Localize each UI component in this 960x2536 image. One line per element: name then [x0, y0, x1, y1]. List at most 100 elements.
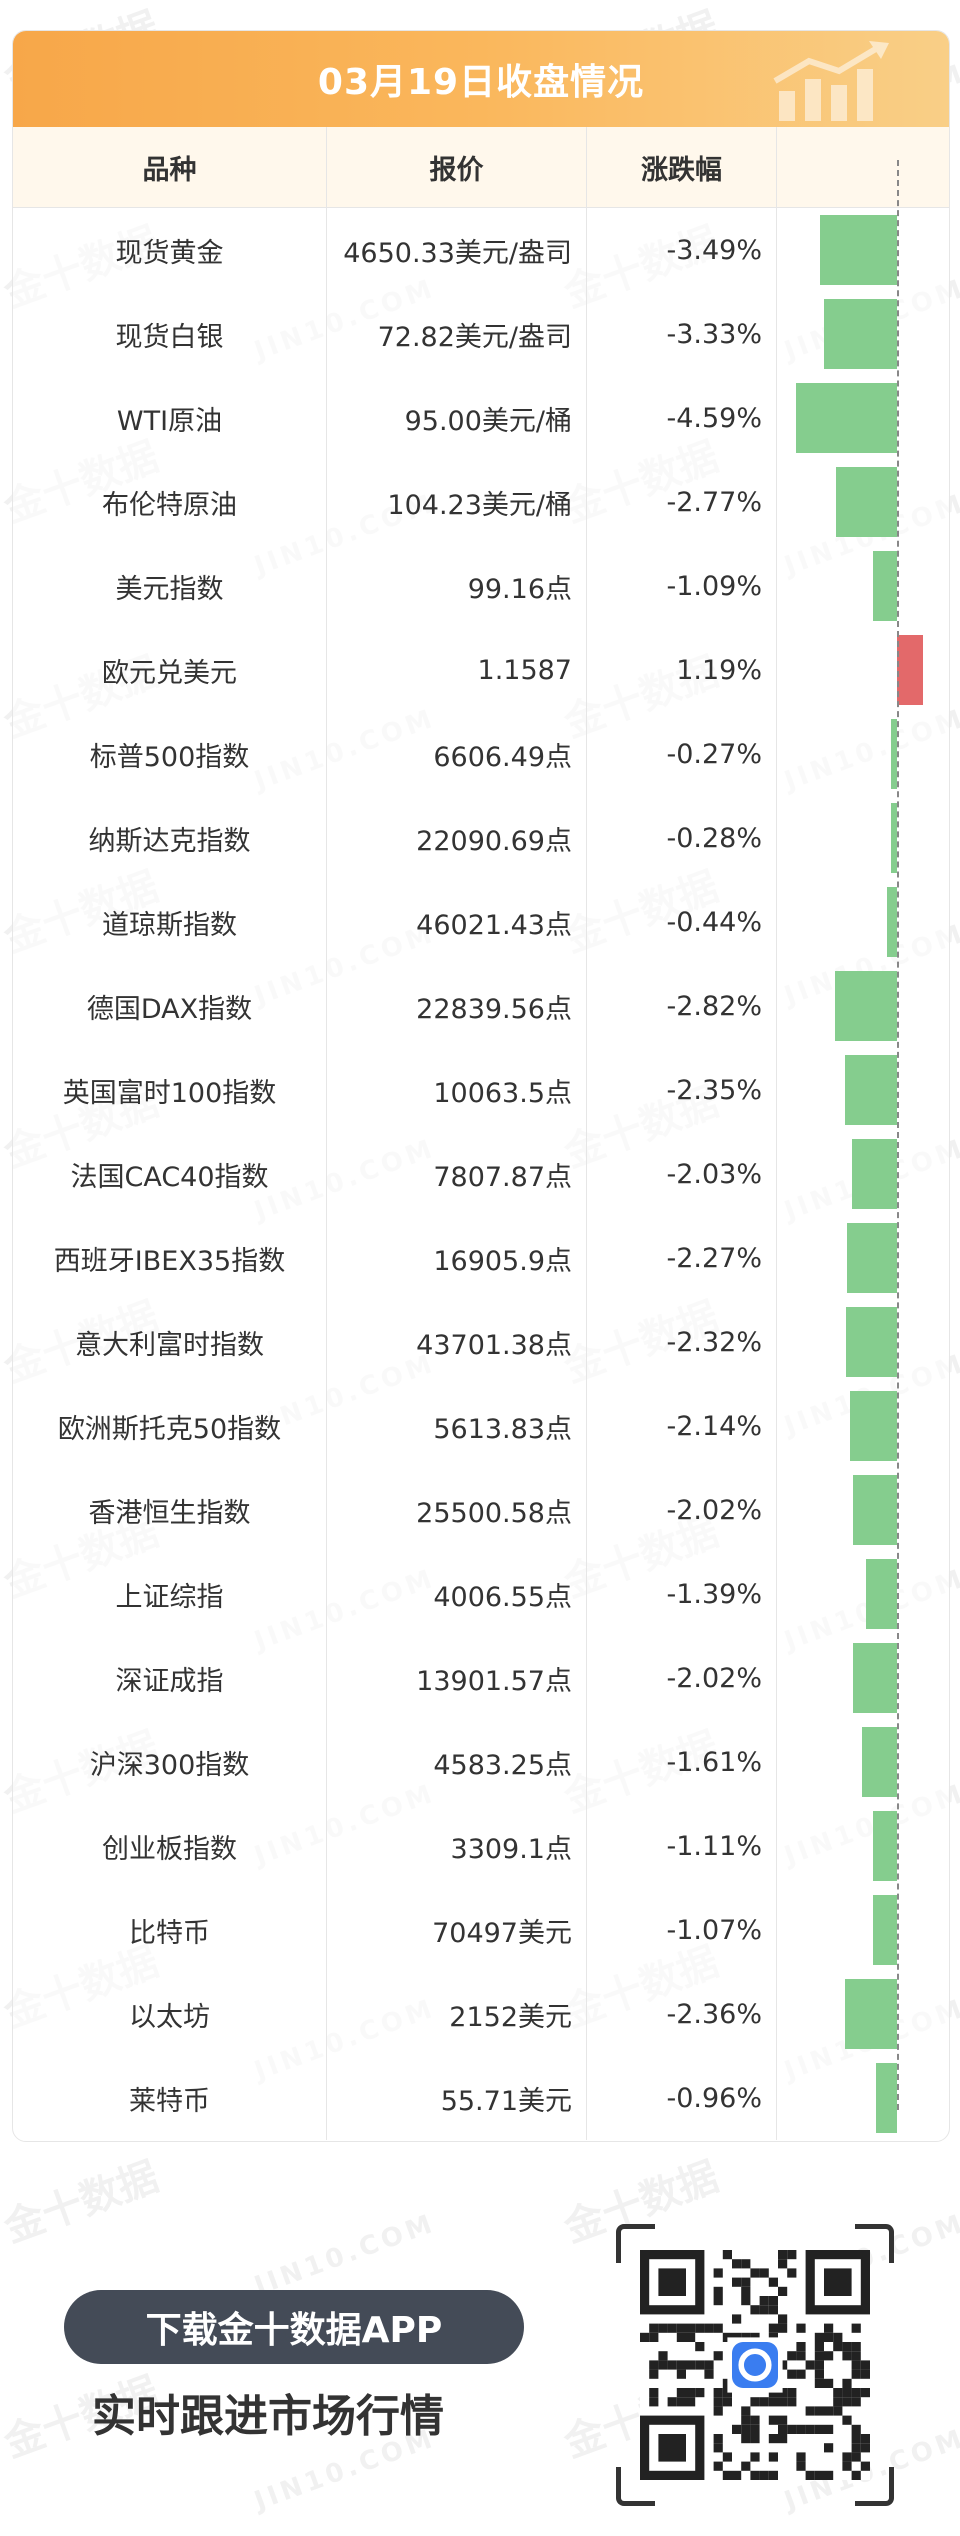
table-row: 美元指数 99.16点 -1.09% [13, 544, 949, 628]
change-bar-cell [777, 1636, 949, 1720]
instrument-name: 纳斯达克指数 [13, 796, 327, 880]
instrument-change: -2.32% [587, 1300, 777, 1384]
instrument-price: 16905.9点 [327, 1216, 587, 1300]
negative-change-bar [852, 1643, 897, 1713]
change-bar-cell [777, 880, 949, 964]
positive-change-bar [897, 635, 924, 705]
table-row: 以太坊 2152美元 -2.36% [13, 1972, 949, 2056]
instrument-name: 沪深300指数 [13, 1720, 327, 1804]
instrument-price: 43701.38点 [327, 1300, 587, 1384]
change-bar-cell [777, 208, 949, 292]
instrument-change: -1.11% [587, 1804, 777, 1888]
header-price: 报价 [327, 127, 587, 207]
instrument-name: 美元指数 [13, 544, 327, 628]
table-row: 纳斯达克指数 22090.69点 -0.28% [13, 796, 949, 880]
change-bar-cell [777, 1300, 949, 1384]
instrument-price: 1.1587 [327, 628, 587, 712]
trend-up-icon [773, 41, 889, 121]
header-name: 品种 [13, 127, 327, 207]
negative-change-bar [852, 1139, 897, 1209]
instrument-change: -3.49% [587, 208, 777, 292]
instrument-change: -1.07% [587, 1888, 777, 1972]
negative-change-bar [820, 215, 897, 285]
qr-code-icon[interactable] [640, 2250, 870, 2480]
instrument-price: 10063.5点 [327, 1048, 587, 1132]
table-row: 沪深300指数 4583.25点 -1.61% [13, 1720, 949, 1804]
download-app-button[interactable]: 下载金十数据APP [64, 2290, 524, 2364]
table-row: 道琼斯指数 46021.43点 -0.44% [13, 880, 949, 964]
change-bar-cell [777, 964, 949, 1048]
instrument-name: 比特币 [13, 1888, 327, 1972]
instrument-change: -3.33% [587, 292, 777, 376]
negative-change-bar [836, 467, 897, 537]
page-title: 03月19日收盘情况 [317, 62, 645, 103]
instrument-change: -2.36% [587, 1972, 777, 2056]
table-row: 现货黄金 4650.33美元/盎司 -3.49% [13, 208, 949, 292]
instrument-price: 22839.56点 [327, 964, 587, 1048]
change-bar-cell [777, 1804, 949, 1888]
instrument-price: 3309.1点 [327, 1804, 587, 1888]
negative-change-bar [847, 1223, 897, 1293]
table-row: 法国CAC40指数 7807.87点 -2.03% [13, 1132, 949, 1216]
change-bar-cell [777, 1048, 949, 1132]
change-bar-cell [777, 712, 949, 796]
instrument-price: 72.82美元/盎司 [327, 292, 587, 376]
change-bar-cell [777, 1972, 949, 2056]
table-row: 意大利富时指数 43701.38点 -2.32% [13, 1300, 949, 1384]
instrument-name: 以太坊 [13, 1972, 327, 2056]
change-bar-cell [777, 1384, 949, 1468]
instrument-price: 4583.25点 [327, 1720, 587, 1804]
qr-corner [855, 2467, 894, 2506]
negative-change-bar [872, 1811, 897, 1881]
table-row: 深证成指 13901.57点 -2.02% [13, 1636, 949, 1720]
change-bar-cell [777, 628, 949, 712]
instrument-price: 95.00美元/桶 [327, 376, 587, 460]
instrument-change: -0.96% [587, 2056, 777, 2140]
table-row: 德国DAX指数 22839.56点 -2.82% [13, 964, 949, 1048]
instrument-change: -2.35% [587, 1048, 777, 1132]
instrument-price: 99.16点 [327, 544, 587, 628]
table-row: 上证综指 4006.55点 -1.39% [13, 1552, 949, 1636]
instrument-price: 4006.55点 [327, 1552, 587, 1636]
change-bar-cell [777, 460, 949, 544]
bar-zero-line [897, 160, 899, 2110]
instrument-name: 香港恒生指数 [13, 1468, 327, 1552]
table-row: 布伦特原油 104.23美元/桶 -2.77% [13, 460, 949, 544]
table-row: 欧洲斯托克50指数 5613.83点 -2.14% [13, 1384, 949, 1468]
negative-change-bar [845, 1055, 897, 1125]
negative-change-bar [890, 803, 897, 873]
change-bar-cell [777, 1720, 949, 1804]
change-bar-cell [777, 1132, 949, 1216]
table-row: 香港恒生指数 25500.58点 -2.02% [13, 1468, 949, 1552]
qr-code-frame [616, 2224, 894, 2506]
instrument-change: -1.39% [587, 1552, 777, 1636]
instrument-change: -2.02% [587, 1636, 777, 1720]
table-row: 现货白银 72.82美元/盎司 -3.33% [13, 292, 949, 376]
negative-change-bar [866, 1559, 897, 1629]
watermark-text: 金十数据 [0, 2153, 165, 2252]
instrument-name: 现货黄金 [13, 208, 327, 292]
instrument-price: 25500.58点 [327, 1468, 587, 1552]
instrument-name: 德国DAX指数 [13, 964, 327, 1048]
qr-corner [855, 2224, 894, 2263]
negative-change-bar [796, 383, 897, 453]
title-banner: 03月19日收盘情况 [13, 31, 949, 127]
instrument-name: 意大利富时指数 [13, 1300, 327, 1384]
negative-change-bar [875, 2063, 897, 2133]
instrument-change: -2.14% [587, 1384, 777, 1468]
instrument-name: 欧元兑美元 [13, 628, 327, 712]
change-bar-cell [777, 1468, 949, 1552]
table-row: 创业板指数 3309.1点 -1.11% [13, 1804, 949, 1888]
instrument-name: 布伦特原油 [13, 460, 327, 544]
instrument-change: -0.28% [587, 796, 777, 880]
table-row: 标普500指数 6606.49点 -0.27% [13, 712, 949, 796]
instrument-name: 法国CAC40指数 [13, 1132, 327, 1216]
change-bar-cell [777, 2056, 949, 2140]
qr-corner [616, 2224, 655, 2263]
table-row: 英国富时100指数 10063.5点 -2.35% [13, 1048, 949, 1132]
instrument-name: 英国富时100指数 [13, 1048, 327, 1132]
negative-change-bar [891, 719, 897, 789]
negative-change-bar [887, 887, 897, 957]
change-bar-cell [777, 1216, 949, 1300]
instrument-change: -1.61% [587, 1720, 777, 1804]
